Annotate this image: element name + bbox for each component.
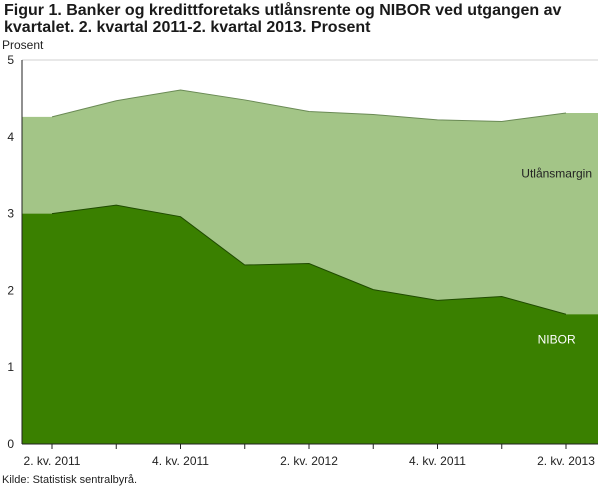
y-axis-unit-label: Prosent <box>2 38 44 52</box>
y-tick-label: 0 <box>7 437 14 451</box>
line-top-total <box>51 89 567 122</box>
series-label-utlansmargin: Utlånsmargin <box>521 167 592 181</box>
chart-title: Figur 1. Banker og kredittforetaks utlån… <box>4 2 562 36</box>
y-tick-label: 4 <box>7 130 14 144</box>
chart-labels: 0 1 2 3 4 5 2. kv. 2011 4. kv. 2011 2. kv. 2012 4… <box>7 53 595 468</box>
area-utlansmargin <box>22 89 598 315</box>
x-tick-label: 4. kv. 2011 <box>409 454 466 468</box>
line-nibor <box>51 204 567 315</box>
data-areas <box>22 60 598 444</box>
x-tick-label: 2. kv. 2012 <box>280 454 338 468</box>
area-nibor <box>22 205 598 444</box>
y-tick-label: 5 <box>7 53 14 67</box>
y-tick-label: 3 <box>7 207 14 221</box>
x-tick-label: 2. kv. 2013 <box>537 454 595 468</box>
source-note: Kilde: Statistisk sentralbyrå. <box>2 474 138 486</box>
left-band <box>22 60 51 444</box>
y-tick-label: 2 <box>7 283 14 297</box>
axes <box>21 60 598 449</box>
x-tick-label: 2. kv. 2011 <box>24 454 81 468</box>
series-label-nibor: NIBOR <box>538 333 576 347</box>
y-tick-label: 1 <box>7 360 14 374</box>
x-tick-label: 4. kv. 2011 <box>152 454 209 468</box>
